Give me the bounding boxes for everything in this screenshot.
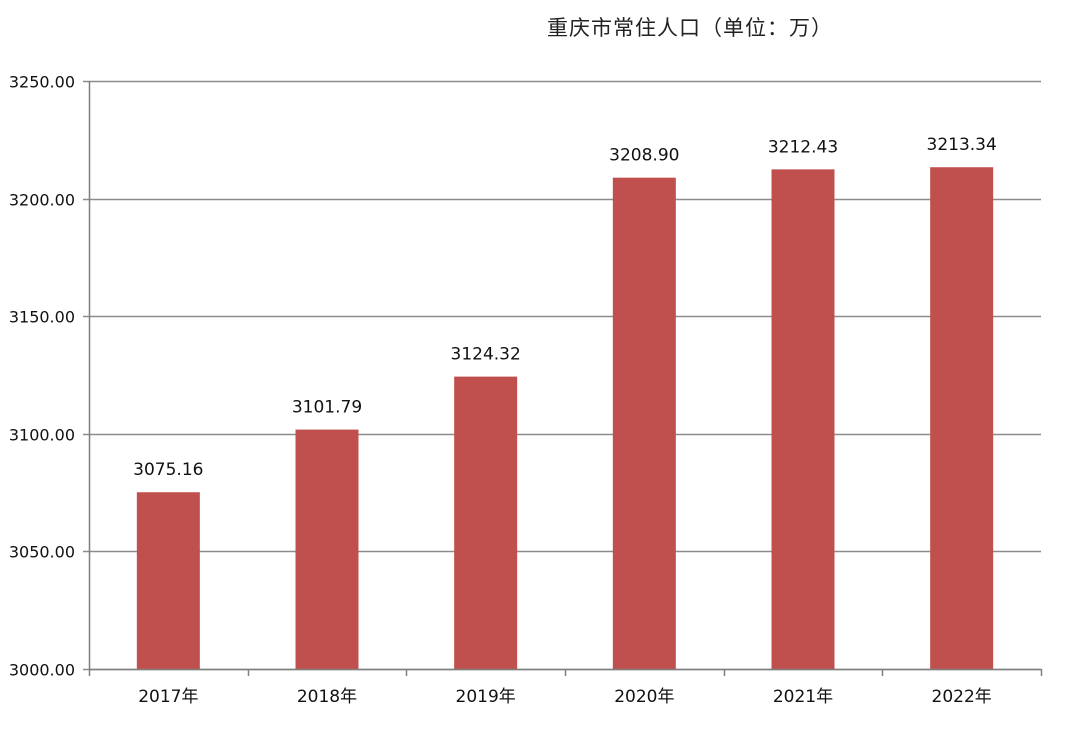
data-label-3: 3208.90	[609, 146, 679, 166]
bar-2	[454, 376, 518, 669]
y-tick-label: 3250.00	[9, 73, 75, 92]
data-label-5: 3213.34	[927, 135, 997, 155]
x-tick-label-5: 2022年	[932, 687, 992, 707]
axes: 3000.00 3050.00 3100.00 3150.00 3200.00 3250.…	[9, 73, 1043, 707]
x-tick-label-0: 2017年	[138, 687, 198, 707]
y-tick-label: 3200.00	[9, 191, 75, 210]
data-label-4: 3212.43	[768, 137, 838, 157]
x-tick-label-4: 2021年	[773, 687, 833, 707]
x-tick-label-2: 2019年	[456, 687, 516, 707]
gridlines	[83, 80, 1041, 671]
data-label-0: 3075.16	[133, 460, 203, 480]
bar-5	[930, 167, 994, 670]
bar-3	[612, 177, 676, 669]
bars	[136, 167, 994, 670]
y-tick-label: 3100.00	[9, 426, 75, 445]
y-tick-label: 3150.00	[9, 308, 75, 327]
bar-1	[295, 429, 359, 669]
bar-4	[771, 169, 835, 670]
x-tick-label-3: 2020年	[614, 687, 674, 707]
chart-title: 重庆市常住人口（单位：万）	[547, 16, 833, 40]
data-label-1: 3101.79	[292, 398, 362, 418]
x-tick-label-1: 2018年	[297, 687, 357, 707]
data-label-2: 3124.32	[451, 345, 521, 365]
data-labels: 3075.16 3101.79 3124.32 3208.90 3212.43 3213.…	[133, 135, 997, 480]
bar-0	[136, 492, 200, 669]
y-tick-label: 3000.00	[9, 661, 75, 680]
y-tick-label: 3050.00	[9, 543, 75, 562]
